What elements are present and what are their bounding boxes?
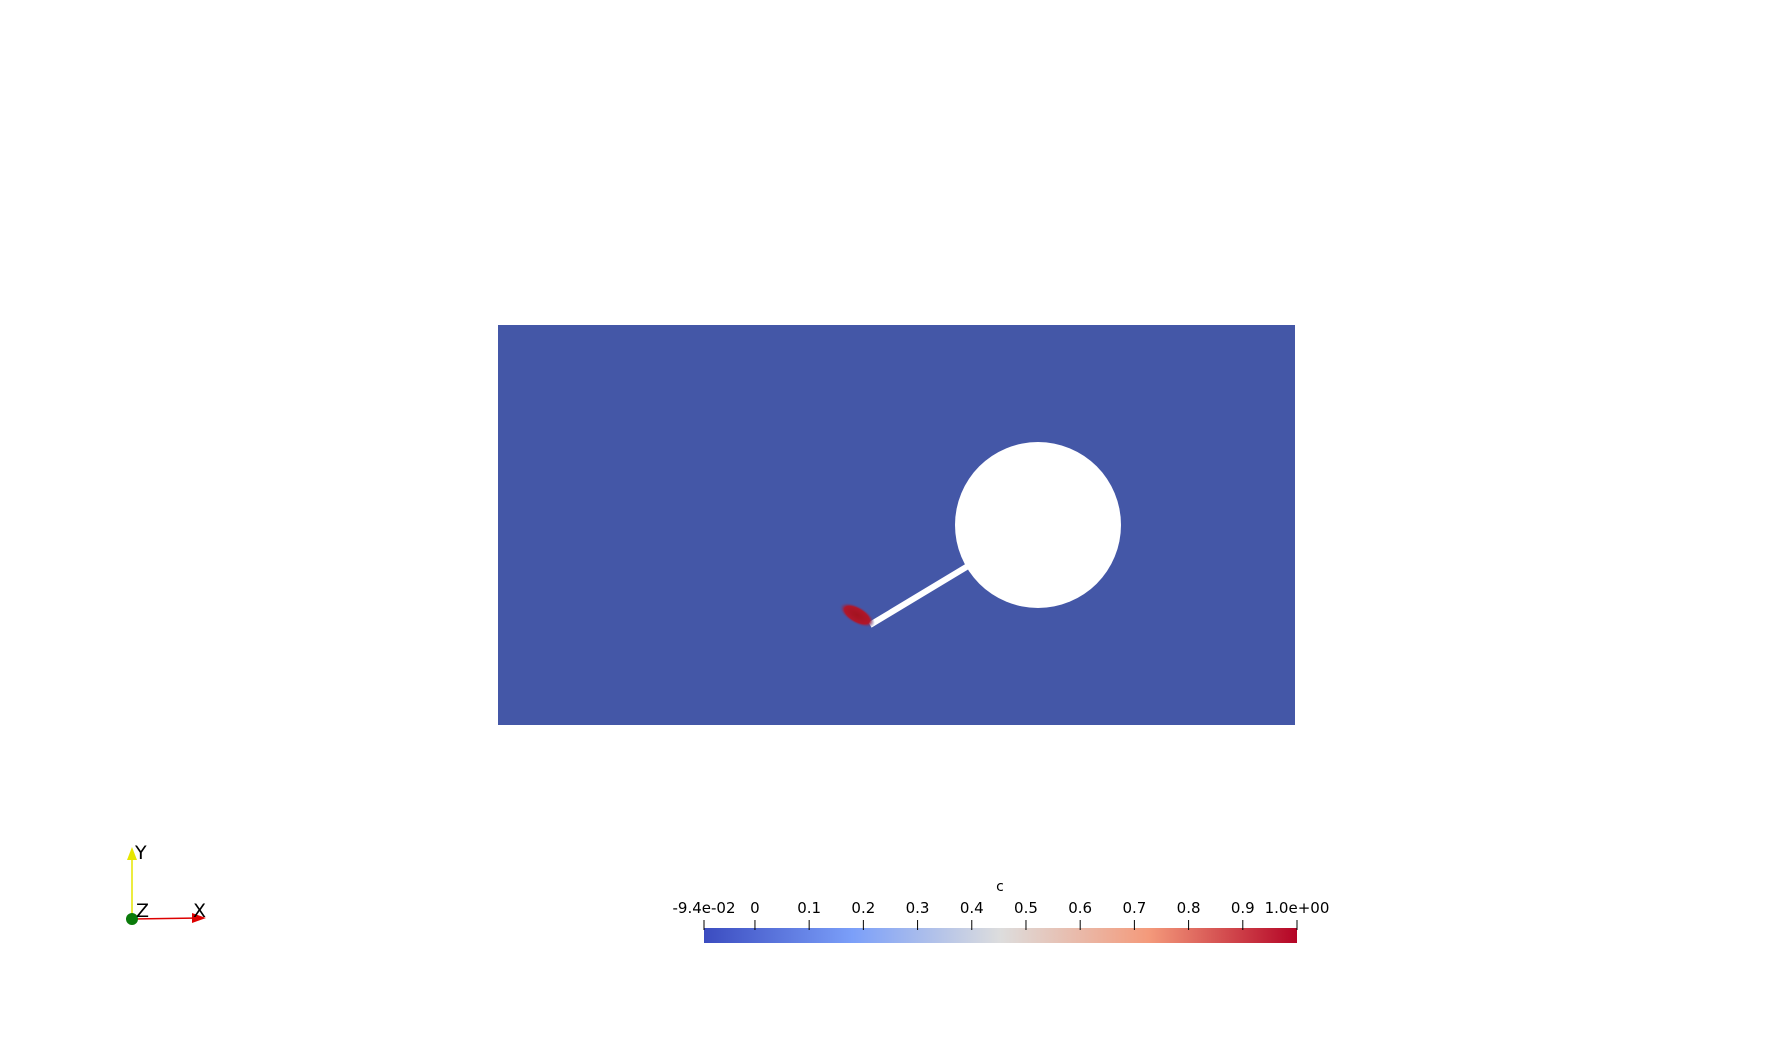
colorbar-tick-label: 0.9 (1231, 899, 1255, 917)
color-legend: c -9.4e-02 0 0.1 0.2 0.3 0.4 0.5 0.6 0.7 0.8 0.9 1.… (673, 879, 1330, 943)
damage-zone (839, 602, 875, 628)
colorbar-tick-label: 0.8 (1177, 899, 1201, 917)
colorbar-tick-label: -9.4e-02 (673, 899, 736, 917)
colorbar-tick-label: 0 (750, 899, 760, 917)
colorbar-tick-label: 0.7 (1122, 899, 1146, 917)
colorbar-tick-label: 0.6 (1068, 899, 1092, 917)
x-arrow (192, 913, 206, 923)
crack (868, 563, 970, 628)
x-axis (131, 917, 201, 920)
colorbar-tick-label: 0.2 (851, 899, 875, 917)
orientation-axes: Y X Z (126, 842, 206, 925)
x-label: X (193, 900, 206, 922)
colorbar (704, 928, 1297, 943)
colorbar-tick-label: 1.0e+00 (1265, 899, 1330, 917)
hole (955, 442, 1121, 608)
colorbar-tick-label: 0.3 (906, 899, 930, 917)
colorbar-title: c (996, 879, 1004, 895)
z-axis (126, 913, 138, 925)
colorbar-tick-label: 0.1 (797, 899, 821, 917)
colorbar-tick-label: 0.4 (960, 899, 984, 917)
z-label: Z (136, 900, 149, 922)
y-arrow (127, 847, 137, 860)
domain-mesh (498, 325, 1295, 725)
colorbar-tick-label: 0.5 (1014, 899, 1038, 917)
y-label: Y (134, 842, 147, 864)
